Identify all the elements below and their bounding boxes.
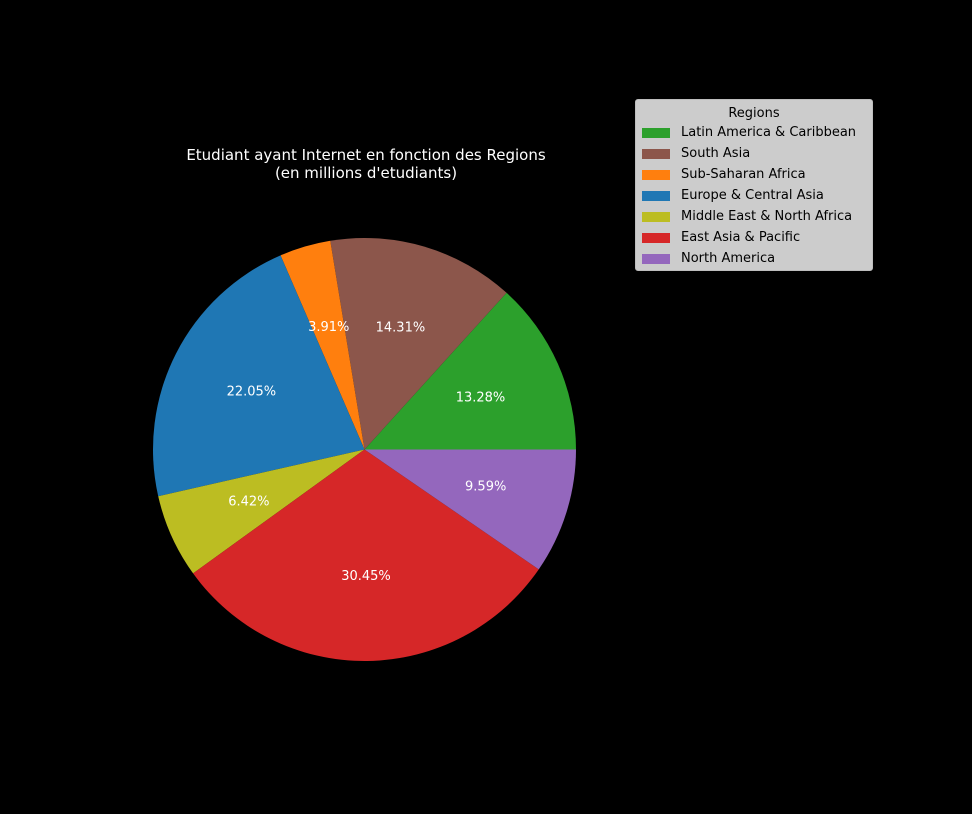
pie-slice-0 [364,292,576,450]
legend-label-0: Latin America & Caribbean [681,125,857,140]
legend-label-2: Sub-Saharan Africa [681,167,806,182]
pie-slice-label-1: 14.31% [376,320,426,335]
legend-label-1: South Asia [681,146,751,161]
legend-item-6: North America [636,248,872,269]
chart-subtitle: (en millions d'etudiants) [274,164,458,182]
pie-slice-label-0: 13.28% [456,391,506,406]
pie-slice-label-2: 3.91% [308,320,349,335]
legend-swatch-3 [642,190,670,201]
legend-item-0: Latin America & Caribbean [636,122,872,143]
legend-title: Regions [728,106,780,121]
legend-swatch-1 [642,148,670,159]
pie-slice-1 [330,238,507,450]
legend-items: Latin America & Caribbean South Asia Sub-S… [636,122,872,269]
legend-label-3: Europe & Central Asia [681,188,824,203]
legend-item-1: South Asia [636,143,872,164]
legend-swatch-6 [642,253,670,264]
pie-slice-3 [152,255,365,497]
pie-slice-label-6: 9.59% [465,480,506,495]
legend: Regions Latin America & Caribbean South A… [635,99,873,271]
legend-label-4: Middle East & North Africa [681,209,853,224]
pie-slice-2 [280,240,365,450]
legend-item-3: Europe & Central Asia [636,185,872,206]
legend-swatch-2 [642,169,670,180]
legend-label-6: North America [681,251,776,266]
pie-slice-6 [364,449,576,570]
pie-slice-label-5: 30.45% [341,569,391,584]
chart-title: Etudiant ayant Internet en fonction des … [186,146,546,164]
pie-slice-label-3: 22.05% [227,385,277,400]
pie-slice-label-4: 6.42% [228,494,269,509]
pie-labels: 13.28% 14.31% 3.91% 22.05% 6.42% 30.45% 9.59% [227,320,507,584]
legend-swatch-0 [642,127,670,138]
pie-slice-5 [193,449,539,662]
legend-label-5: East Asia & Pacific [681,230,801,245]
legend-item-4: Middle East & North Africa [636,206,872,227]
legend-swatch-4 [642,211,670,222]
chart-title-block: Etudiant ayant Internet en fonction des … [150,146,582,182]
pie-slices [152,238,576,662]
pie-slice-4 [158,449,365,574]
legend-item-2: Sub-Saharan Africa [636,164,872,185]
legend-swatch-5 [642,232,670,243]
legend-item-5: East Asia & Pacific [636,227,872,248]
